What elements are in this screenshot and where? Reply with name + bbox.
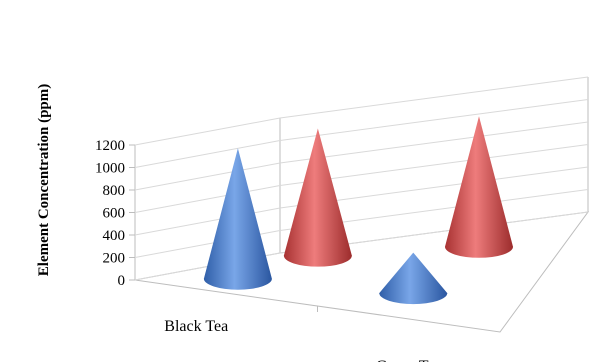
cone-1-0 xyxy=(379,252,448,305)
cone-1-1 xyxy=(444,116,513,258)
cone-body xyxy=(444,116,513,258)
y-tick-label: 800 xyxy=(103,183,126,199)
x-category-label: Green Tea xyxy=(376,358,442,362)
y-tick-label: 0 xyxy=(118,273,126,289)
chart-marks xyxy=(203,116,513,305)
x-category-label: Black Tea xyxy=(164,318,228,335)
y-tick-label: 200 xyxy=(103,251,126,267)
y-axis-label: Element Concentration (ppm) xyxy=(36,84,52,276)
y-tick-label: 1200 xyxy=(95,138,125,154)
y-tick-label: 1000 xyxy=(95,161,125,177)
cone-0-1 xyxy=(283,128,352,267)
gridline xyxy=(134,121,589,191)
gridline xyxy=(134,76,589,146)
gridline xyxy=(134,99,589,168)
y-tick-label: 400 xyxy=(103,228,126,244)
cone-body xyxy=(203,148,272,290)
cone-0-0 xyxy=(203,148,272,290)
floor-outline xyxy=(134,211,590,333)
x-axis-categories: Black Tea Green Tea xyxy=(164,318,441,362)
y-tick-label: 600 xyxy=(103,206,126,222)
cone-body xyxy=(379,252,448,305)
cone-body xyxy=(283,128,352,267)
y-axis-ticks: 0 200 400 600 800 1000 1200 xyxy=(95,138,318,312)
chart-walls xyxy=(134,76,590,333)
